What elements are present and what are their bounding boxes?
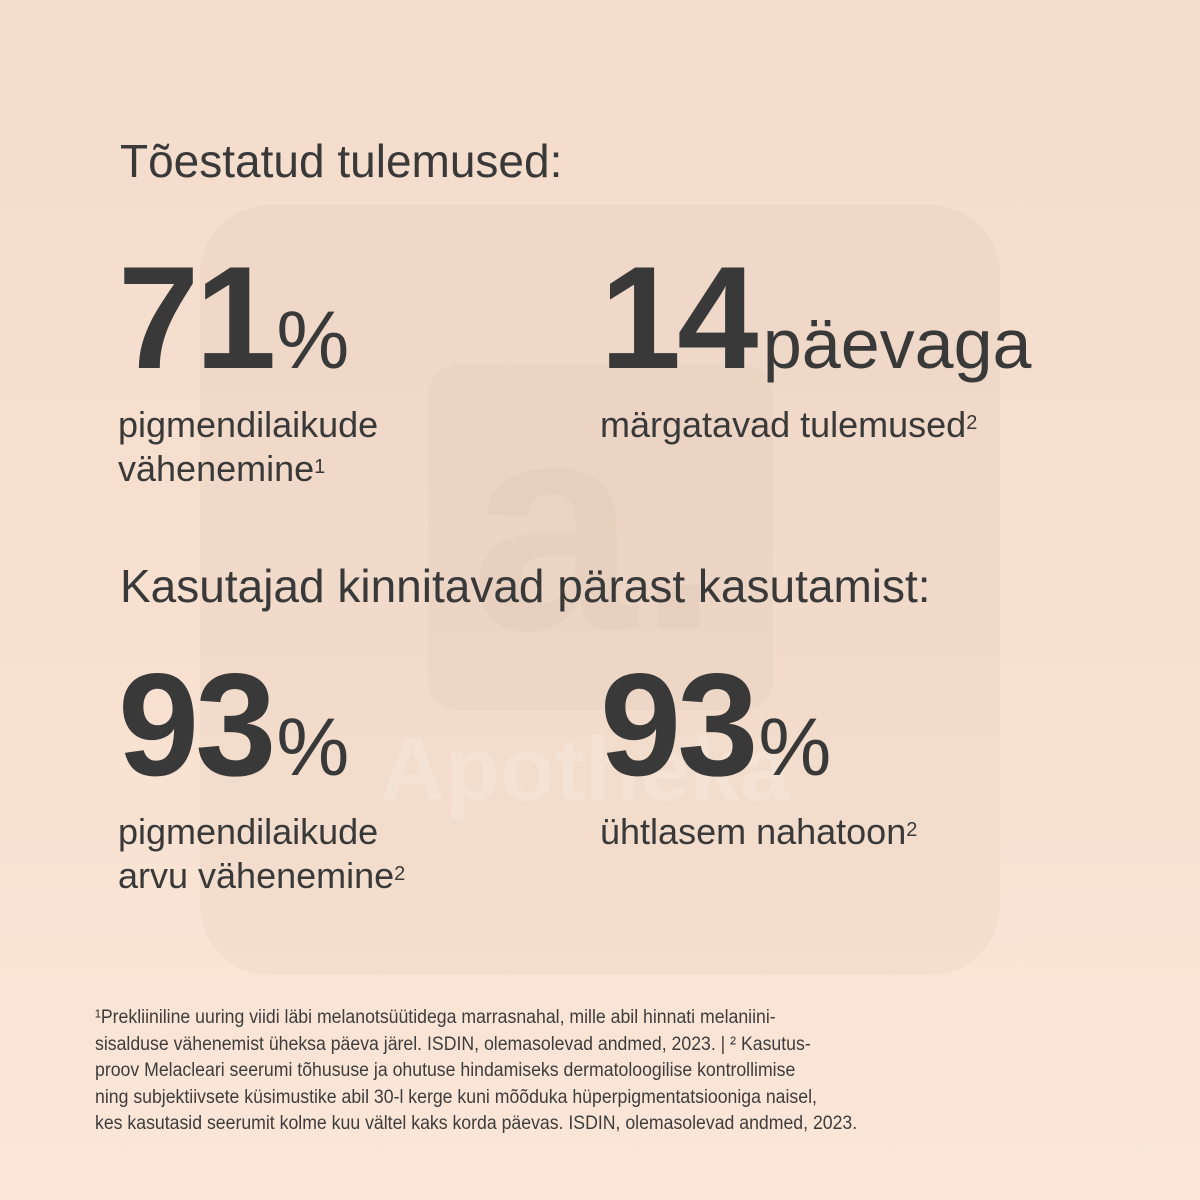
footnote-ref: 2 <box>394 863 406 885</box>
stat-description: ühtlasem nahatoon2 <box>600 810 917 854</box>
footnote-ref: 2 <box>906 819 918 841</box>
section-heading-proven: Tõestatud tulemused: <box>120 135 563 187</box>
watermark-logo: a. Apotheka <box>200 205 1000 975</box>
stat-93-percent-count: 93% pigmendilaikude arvu vähenemine2 <box>118 652 405 898</box>
desc-line: vähenemine <box>118 448 315 489</box>
stat-value: 14 <box>600 236 758 399</box>
desc-line: ühtlasem nahatoon <box>600 811 907 852</box>
watermark-letter: a. <box>470 375 720 675</box>
stat-unit: % <box>276 702 350 793</box>
footnote-ref: 1 <box>314 456 326 478</box>
stat-unit: % <box>276 295 350 386</box>
footnote-line: proov Melacleari seerumi tõhususe ja ohu… <box>95 1060 796 1081</box>
stat-value: 71 <box>118 236 276 399</box>
desc-line: märgatavad tulemused <box>600 404 967 445</box>
footnote-line: kes kasutasid seerumit kolme kuu vältel … <box>95 1113 858 1134</box>
footnote-line: ning subjektiivsete küsimustike abil 30-… <box>95 1086 817 1108</box>
footnote-line: sisalduse vähenemist üheksa päeva järel.… <box>95 1033 811 1055</box>
desc-line: arvu vähenemine <box>118 855 395 896</box>
stat-description: pigmendilaikude arvu vähenemine2 <box>118 810 405 898</box>
stat-14-days: 14 päevaga märgatavad tulemused2 <box>600 245 1031 447</box>
watermark-brand: Apotheka <box>380 720 791 820</box>
footnote-ref: 2 <box>966 412 978 434</box>
watermark-inner-square <box>428 365 773 710</box>
footnotes: ¹Prekliiniline uuring viidi läbi melanot… <box>95 1005 915 1138</box>
stat-unit: % <box>758 702 832 793</box>
stat-93-percent-tone: 93% ühtlasem nahatoon2 <box>600 652 917 854</box>
stat-description: pigmendilaikude vähenemine1 <box>118 403 378 491</box>
desc-line: pigmendilaikude <box>118 404 379 445</box>
stat-value: 93 <box>118 643 276 806</box>
stat-value: 93 <box>600 643 758 806</box>
footnote-line: ¹Prekliiniline uuring viidi läbi melanot… <box>95 1007 776 1028</box>
stat-description: märgatavad tulemused2 <box>600 403 1031 447</box>
stat-unit: päevaga <box>762 305 1032 383</box>
section-heading-users: Kasutajad kinnitavad pärast kasutamist: <box>120 560 931 612</box>
desc-line: pigmendilaikude <box>118 811 379 852</box>
stat-71-percent: 71% pigmendilaikude vähenemine1 <box>118 245 378 491</box>
